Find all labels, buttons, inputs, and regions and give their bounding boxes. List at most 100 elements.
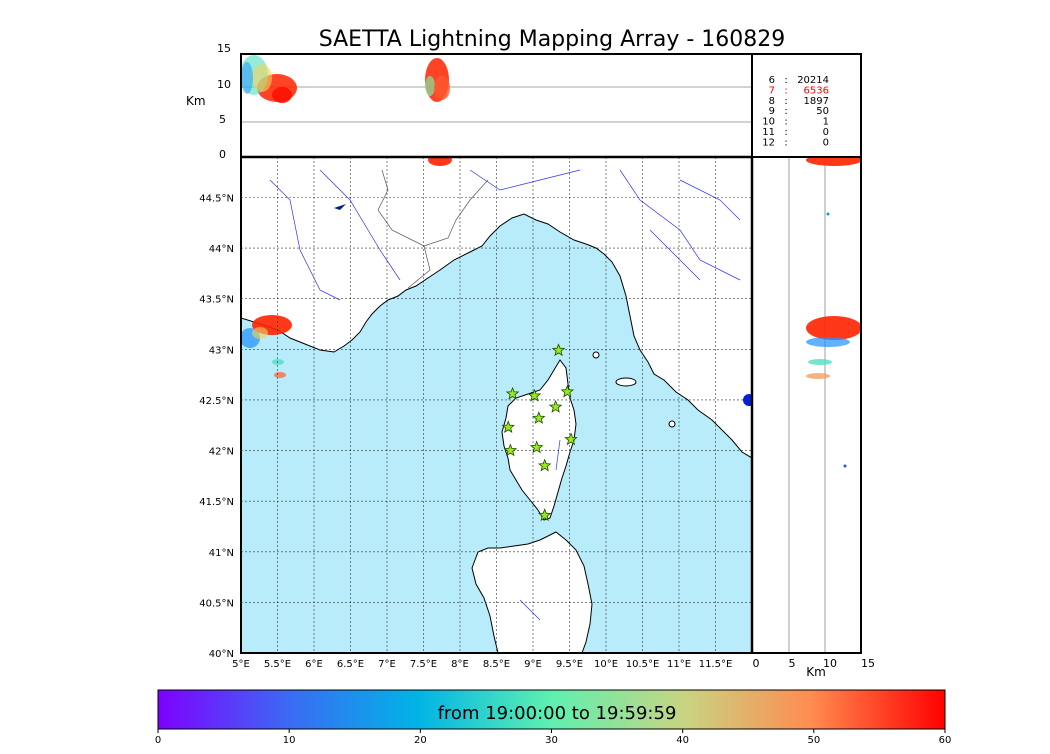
count-value: 20214: [797, 75, 829, 86]
map-flash-cluster-north: [428, 157, 452, 166]
right-xtick-15: 15: [861, 657, 875, 670]
top-ytick-10: 10: [217, 78, 231, 91]
lon-label: 11°E: [667, 659, 691, 670]
right-panel-flashes: [806, 157, 861, 468]
lon-label: 8°E: [451, 659, 469, 670]
station-star-icon: [551, 343, 566, 357]
figure-title: SAETTA Lightning Mapping Array - 160829: [319, 27, 786, 52]
station-star-icon: [564, 432, 578, 446]
lon-label: 10.5°E: [626, 659, 660, 670]
right-xtick-10: 10: [823, 657, 837, 670]
station-star-icon: [548, 399, 563, 413]
right-altitude-panel: 0 5 10 15 Km: [750, 156, 875, 679]
lon-label: 8.5°E: [483, 659, 510, 670]
station-star-icon: [505, 386, 520, 400]
top-panel-ylabel: Km: [186, 94, 206, 108]
count-separator: :: [784, 137, 787, 148]
colorbar-label: from 19:00:00 to 19:59:59: [438, 703, 677, 724]
sensor-stations: [501, 343, 578, 522]
lon-label: 6°E: [305, 659, 323, 670]
lon-label: 9.5°E: [556, 659, 583, 670]
station-star-icon: [501, 420, 515, 433]
longitude-labels: 5°E 5.5°E 6°E 6.5°E 7°E 7.5°E 8°E 8.5°E 9°E 9.5°E…: [232, 659, 732, 670]
mainland-land: [241, 157, 752, 459]
right-panel-xlabel: Km: [806, 665, 826, 679]
right-xtick-0: 0: [753, 657, 760, 670]
colorbar-gradient: [157, 689, 946, 730]
map-flash-cluster-west: [241, 315, 292, 378]
right-xtick-5: 5: [789, 657, 796, 670]
top-ytick-0: 0: [219, 148, 226, 161]
count-value: 1: [823, 117, 829, 128]
count-value: 1897: [804, 96, 829, 107]
station-star-icon: [532, 411, 546, 424]
station-star-icon: [527, 388, 542, 402]
station-star-icon: [529, 440, 544, 454]
count-separator: :: [784, 106, 787, 117]
lat-label: 41.5°N: [199, 497, 234, 508]
lat-label: 42.5°N: [199, 396, 234, 407]
count-stations: 8: [769, 96, 775, 107]
map-graticule: [241, 157, 752, 653]
count-value: 50: [816, 106, 829, 117]
count-stations: 7: [769, 85, 775, 96]
count-separator: :: [784, 127, 787, 138]
colorbar-tick-label: 10: [283, 735, 296, 746]
top-ytick-5: 5: [219, 113, 226, 126]
lat-label: 40.5°N: [199, 598, 234, 609]
time-colorbar: from 19:00:00 to 19:59:59 0 10 20 30 40 50 60: [155, 689, 952, 746]
lon-label: 10°E: [594, 659, 618, 670]
top-flash-cluster-west: [241, 55, 297, 103]
colorbar-tick-label: 50: [807, 735, 820, 746]
count-value: 0: [823, 137, 829, 148]
count-separator: :: [784, 75, 787, 86]
station-star-icon: [537, 458, 552, 472]
top-panel-flashes: [241, 55, 450, 103]
lat-label: 44.5°N: [199, 193, 234, 204]
lat-label: 41°N: [209, 548, 234, 559]
lon-label: 11.5°E: [699, 659, 733, 670]
top-altitude-panel: Km 15 10 5 0: [186, 42, 753, 161]
rivers: [269, 169, 741, 621]
station-star-icon: [560, 384, 575, 398]
latitude-labels: 44.5°N 44°N 43.5°N 43°N 42.5°N 42°N 41.5°N 41°N…: [199, 193, 234, 660]
top-ytick-15: 15: [217, 42, 231, 55]
colorbar-tick-label: 30: [545, 735, 558, 746]
count-stations: 11: [762, 127, 775, 138]
colorbar-tick-label: 0: [155, 735, 161, 746]
colorbar-tick-label: 20: [414, 735, 427, 746]
lon-label: 7.5°E: [410, 659, 437, 670]
lat-label: 40°N: [209, 649, 234, 660]
count-value: 0: [823, 127, 829, 138]
lon-label: 6.5°E: [337, 659, 364, 670]
count-stations: 6: [769, 75, 775, 86]
count-value: 6536: [804, 85, 829, 96]
lat-label: 43°N: [209, 345, 234, 356]
lon-label: 5°E: [232, 659, 250, 670]
count-separator: :: [784, 117, 787, 128]
count-stations: 10: [762, 117, 775, 128]
sardinia-island: [471, 531, 593, 653]
colorbar-tick-label: 40: [676, 735, 689, 746]
lon-label: 5.5°E: [264, 659, 291, 670]
count-stations: 9: [769, 106, 775, 117]
map-panel: 44.5°N 44°N 43.5°N 43°N 42.5°N 42°N 41.5°N 41°N…: [199, 155, 753, 670]
colorbar-ticks: 0 10 20 30 40 50 60: [155, 729, 952, 746]
top-flash-cluster-center: [425, 58, 450, 102]
map-flash-east: [743, 394, 752, 406]
station-star-icon: [537, 508, 552, 522]
borders: [377, 169, 489, 289]
lat-label: 44°N: [209, 244, 234, 255]
station-star-icon: [503, 443, 518, 457]
count-stations: 12: [762, 137, 775, 148]
lon-label: 9°E: [524, 659, 542, 670]
count-separator: :: [784, 85, 787, 96]
lat-label: 43.5°N: [199, 295, 234, 306]
lat-label: 42°N: [209, 447, 234, 458]
colorbar-tick-label: 60: [939, 735, 952, 746]
count-separator: :: [784, 96, 787, 107]
lon-label: 7°E: [378, 659, 396, 670]
